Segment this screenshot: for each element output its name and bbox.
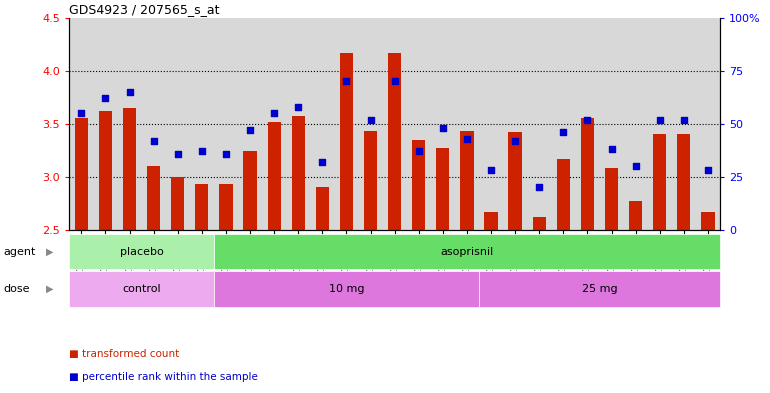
Point [509,138,521,144]
Point [292,104,304,110]
Bar [292,116,305,230]
Point [99,95,112,101]
Bar [479,271,720,307]
Point [485,167,497,174]
Bar [214,271,479,307]
Bar [629,201,642,230]
Bar [123,108,136,230]
Text: control: control [122,284,161,294]
Bar [75,118,88,230]
Bar [171,177,184,230]
Bar [316,187,329,230]
Bar [340,53,353,230]
Bar [508,132,522,230]
Bar [99,111,112,230]
Point [316,159,329,165]
Bar [436,148,450,230]
Text: GDS4923 / 207565_s_at: GDS4923 / 207565_s_at [69,3,219,16]
Point [701,167,714,174]
Bar [364,131,377,230]
Point [219,151,232,157]
Text: placebo: placebo [119,246,163,257]
Bar [653,134,666,230]
Bar [701,212,715,230]
Text: 10 mg: 10 mg [329,284,364,294]
Bar [484,212,497,230]
Point [460,136,473,142]
Bar [412,140,425,230]
Point [388,78,400,84]
Point [605,146,618,152]
Point [364,116,377,123]
Bar [214,234,720,269]
Point [413,148,425,154]
Point [172,151,184,157]
Bar [69,234,214,269]
Bar [267,122,281,230]
Bar [605,168,618,230]
Point [557,129,570,136]
Point [678,116,690,123]
Text: ▶: ▶ [46,284,54,294]
Point [437,125,449,131]
Bar [581,118,594,230]
Point [268,110,280,116]
Text: asoprisnil: asoprisnil [440,246,494,257]
Bar [147,166,160,230]
Text: ■ transformed count: ■ transformed count [69,349,179,359]
Text: agent: agent [4,246,36,257]
Point [244,127,256,133]
Bar [557,159,570,230]
Point [533,184,545,191]
Point [75,110,88,116]
Bar [69,271,214,307]
Bar [243,151,256,230]
Point [654,116,666,123]
Point [629,163,641,169]
Point [340,78,353,84]
Point [123,89,136,95]
Point [581,116,594,123]
Bar [533,217,546,230]
Point [148,138,160,144]
Bar [388,53,401,230]
Text: 25 mg: 25 mg [581,284,618,294]
Bar [677,134,691,230]
Text: ■ percentile rank within the sample: ■ percentile rank within the sample [69,372,258,382]
Text: ▶: ▶ [46,246,54,257]
Point [196,148,208,154]
Text: dose: dose [4,284,30,294]
Bar [196,184,209,230]
Bar [219,184,233,230]
Bar [460,131,474,230]
